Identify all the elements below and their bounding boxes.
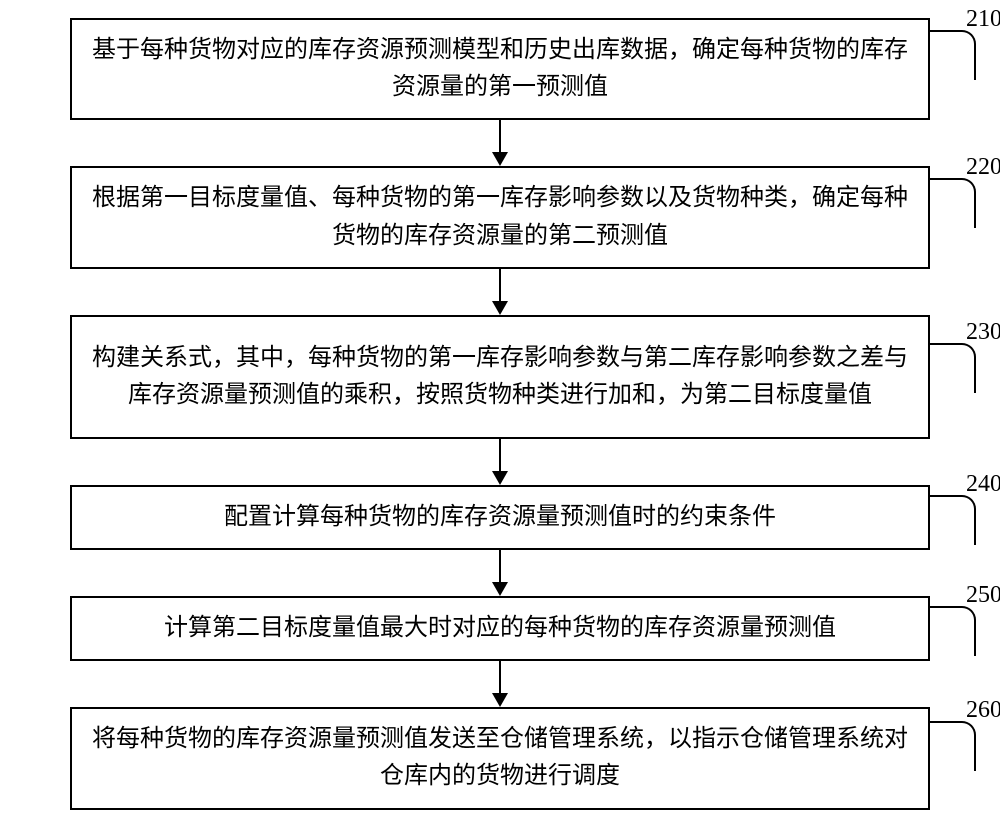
flow-box-text: 配置计算每种货物的库存资源量预测值时的约束条件 — [224, 499, 776, 536]
flow-box: 基于每种货物对应的库存资源预测模型和历史出库数据，确定每种货物的库存资源量的第一… — [70, 18, 930, 120]
flow-box-text: 基于每种货物对应的库存资源预测模型和历史出库数据，确定每种货物的库存资源量的第一… — [92, 32, 908, 106]
flow-step-240: 配置计算每种货物的库存资源量预测值时的约束条件240 — [70, 485, 930, 550]
flow-step-label: 260 — [966, 697, 1000, 724]
flow-arrow — [492, 269, 508, 315]
flow-arrow — [492, 120, 508, 166]
flow-box-text: 根据第一目标度量值、每种货物的第一库存影响参数以及货物种类，确定每种货物的库存资… — [92, 180, 908, 254]
label-connector — [928, 30, 976, 80]
label-connector — [928, 606, 976, 656]
flow-step-260: 将每种货物的库存资源量预测值发送至仓储管理系统，以指示仓储管理系统对仓库内的货物… — [70, 707, 930, 809]
flow-arrow — [492, 550, 508, 596]
flowchart: 基于每种货物对应的库存资源预测模型和历史出库数据，确定每种货物的库存资源量的第一… — [28, 18, 972, 810]
arrow-head-icon — [492, 582, 508, 596]
flow-box-text: 构建关系式，其中，每种货物的第一库存影响参数与第二库存影响参数之差与库存资源量预… — [92, 340, 908, 414]
flow-step-220: 根据第一目标度量值、每种货物的第一库存影响参数以及货物种类，确定每种货物的库存资… — [70, 166, 930, 268]
flow-step-label: 220 — [966, 154, 1000, 181]
flow-box: 配置计算每种货物的库存资源量预测值时的约束条件 — [70, 485, 930, 550]
arrow-line — [499, 120, 501, 152]
flow-arrow — [492, 661, 508, 707]
flow-step-label: 250 — [966, 582, 1000, 609]
arrow-line — [499, 439, 501, 471]
label-connector — [928, 721, 976, 771]
flow-step-label: 230 — [966, 319, 1000, 346]
flow-box-text: 计算第二目标度量值最大时对应的每种货物的库存资源量预测值 — [164, 610, 836, 647]
flow-step-230: 构建关系式，其中，每种货物的第一库存影响参数与第二库存影响参数之差与库存资源量预… — [70, 315, 930, 439]
flow-box: 根据第一目标度量值、每种货物的第一库存影响参数以及货物种类，确定每种货物的库存资… — [70, 166, 930, 268]
flow-step-210: 基于每种货物对应的库存资源预测模型和历史出库数据，确定每种货物的库存资源量的第一… — [70, 18, 930, 120]
arrow-line — [499, 269, 501, 301]
flow-step-250: 计算第二目标度量值最大时对应的每种货物的库存资源量预测值250 — [70, 596, 930, 661]
arrow-head-icon — [492, 471, 508, 485]
flow-box: 计算第二目标度量值最大时对应的每种货物的库存资源量预测值 — [70, 596, 930, 661]
arrow-head-icon — [492, 693, 508, 707]
flow-step-label: 240 — [966, 471, 1000, 498]
flow-step-label: 210 — [966, 6, 1000, 33]
arrow-line — [499, 661, 501, 693]
flow-box-text: 将每种货物的库存资源量预测值发送至仓储管理系统，以指示仓储管理系统对仓库内的货物… — [92, 721, 908, 795]
label-connector — [928, 178, 976, 228]
arrow-line — [499, 550, 501, 582]
arrow-head-icon — [492, 152, 508, 166]
flow-box: 构建关系式，其中，每种货物的第一库存影响参数与第二库存影响参数之差与库存资源量预… — [70, 315, 930, 439]
flow-arrow — [492, 439, 508, 485]
label-connector — [928, 343, 976, 393]
flow-box: 将每种货物的库存资源量预测值发送至仓储管理系统，以指示仓储管理系统对仓库内的货物… — [70, 707, 930, 809]
arrow-head-icon — [492, 301, 508, 315]
label-connector — [928, 495, 976, 545]
